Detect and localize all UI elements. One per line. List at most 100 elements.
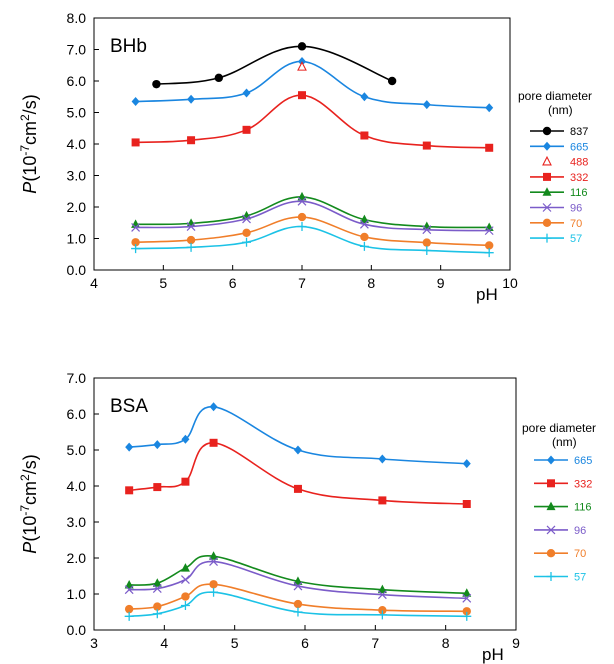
data-point	[131, 238, 140, 247]
y-axis-label-end: /s)	[20, 94, 40, 114]
legend-title-unit: (nm)	[552, 435, 577, 449]
data-point	[484, 248, 494, 258]
series-116	[131, 191, 494, 231]
data-point	[360, 92, 369, 102]
y-axis-label: P(10-7cm2/s)	[18, 94, 40, 193]
data-point	[242, 88, 251, 98]
data-point	[131, 138, 140, 147]
y-axis-label-main: P	[20, 182, 40, 194]
x-tick-label: 6	[301, 635, 309, 651]
legend-marker	[542, 203, 552, 212]
data-point	[186, 235, 196, 245]
x-tick-label: 8	[367, 275, 375, 291]
y-tick-label: 5.0	[67, 105, 87, 121]
data-point	[293, 445, 302, 455]
data-point	[180, 601, 190, 611]
legend-item-57: 57	[530, 233, 582, 245]
y-tick-label: 3.0	[67, 168, 87, 184]
legend-marker	[546, 572, 556, 581]
series-96	[124, 557, 472, 603]
x-tick-label: 3	[90, 635, 98, 651]
x-tick-label: 5	[231, 635, 239, 651]
y-axis-label-end: /s)	[20, 454, 40, 474]
legend-label: 665	[570, 141, 588, 153]
data-point	[125, 442, 134, 452]
series-837	[152, 42, 397, 89]
y-axis-label-exponent: -7	[18, 145, 32, 156]
y-tick-label: 5.0	[67, 442, 87, 458]
x-tick-label: 9	[512, 635, 520, 651]
data-point	[209, 587, 219, 597]
series-96	[131, 196, 494, 236]
data-point	[293, 599, 303, 609]
y-tick-label: 6.0	[67, 406, 87, 422]
legend-item-96: 96	[530, 203, 582, 215]
y-axis-label-main: P	[20, 542, 40, 554]
data-point	[422, 225, 432, 235]
legend-marker	[542, 126, 552, 136]
legend-item-116: 116	[534, 501, 592, 514]
data-point	[462, 500, 471, 508]
data-point	[153, 440, 162, 450]
y-tick-label: 7.0	[67, 42, 87, 58]
data-point	[378, 496, 387, 505]
data-point	[387, 76, 397, 86]
legend-label: 57	[570, 233, 582, 245]
data-point	[125, 486, 134, 495]
y-tick-label: 1.0	[67, 231, 87, 247]
series-665	[125, 402, 471, 469]
data-point	[297, 222, 307, 232]
x-tick-label: 8	[442, 635, 450, 651]
data-point	[422, 238, 431, 247]
data-point	[187, 136, 196, 145]
data-point	[297, 61, 307, 71]
x-tick-label: 9	[437, 275, 445, 291]
legend-marker	[546, 501, 556, 511]
x-tick-label: 10	[502, 275, 518, 291]
y-axis-label-unit: cm	[20, 481, 40, 505]
y-axis-label-exponent: -7	[18, 505, 32, 516]
legend-marker	[546, 525, 556, 535]
data-point	[242, 214, 251, 224]
x-tick-label: 5	[159, 275, 167, 291]
data-point	[462, 611, 472, 621]
legend-title: pore diameter	[522, 421, 596, 435]
series-116	[124, 551, 472, 597]
y-tick-label: 1.0	[67, 586, 87, 602]
data-point	[422, 100, 431, 110]
series-57	[131, 222, 494, 258]
legend-item-96: 96	[534, 525, 586, 537]
y-axis-label-main-rest: (10	[20, 156, 40, 182]
data-point	[377, 610, 387, 620]
data-point	[153, 602, 162, 611]
x-tick-label: 7	[298, 275, 306, 291]
x-tick-label: 6	[229, 275, 237, 291]
data-point	[131, 223, 141, 232]
legend-marker	[542, 155, 552, 166]
data-point	[186, 222, 196, 231]
data-point	[152, 79, 161, 89]
data-point	[293, 607, 303, 617]
data-point	[152, 584, 162, 594]
y-axis-label: P(10-7cm2/s)	[18, 454, 40, 553]
legend-label: 70	[574, 548, 586, 560]
plot-frame	[93, 17, 511, 271]
y-axis-label-main-rest: (10	[20, 516, 40, 542]
series-57	[124, 587, 472, 621]
data-point	[360, 232, 369, 242]
panel-label: BHb	[110, 36, 147, 57]
chart-panel-bsa: 0.0 1.0 2.0 3.0 4.0 5.0 6.0 7.0 3 4 5 6 7 8 9 pH P(10-7c…	[18, 370, 596, 664]
y-tick-label: 0.0	[67, 622, 87, 638]
data-point	[186, 242, 196, 252]
data-point	[181, 575, 190, 585]
series-488	[297, 61, 307, 71]
data-point	[209, 557, 218, 567]
data-point	[131, 244, 141, 254]
panel-label: BSA	[110, 396, 148, 417]
data-point	[485, 103, 494, 113]
data-point	[153, 483, 162, 492]
legend: pore diameter(nm) 665 332 116 96 70 57	[522, 421, 596, 584]
legend-item-57: 57	[534, 572, 586, 584]
data-point	[214, 73, 223, 83]
